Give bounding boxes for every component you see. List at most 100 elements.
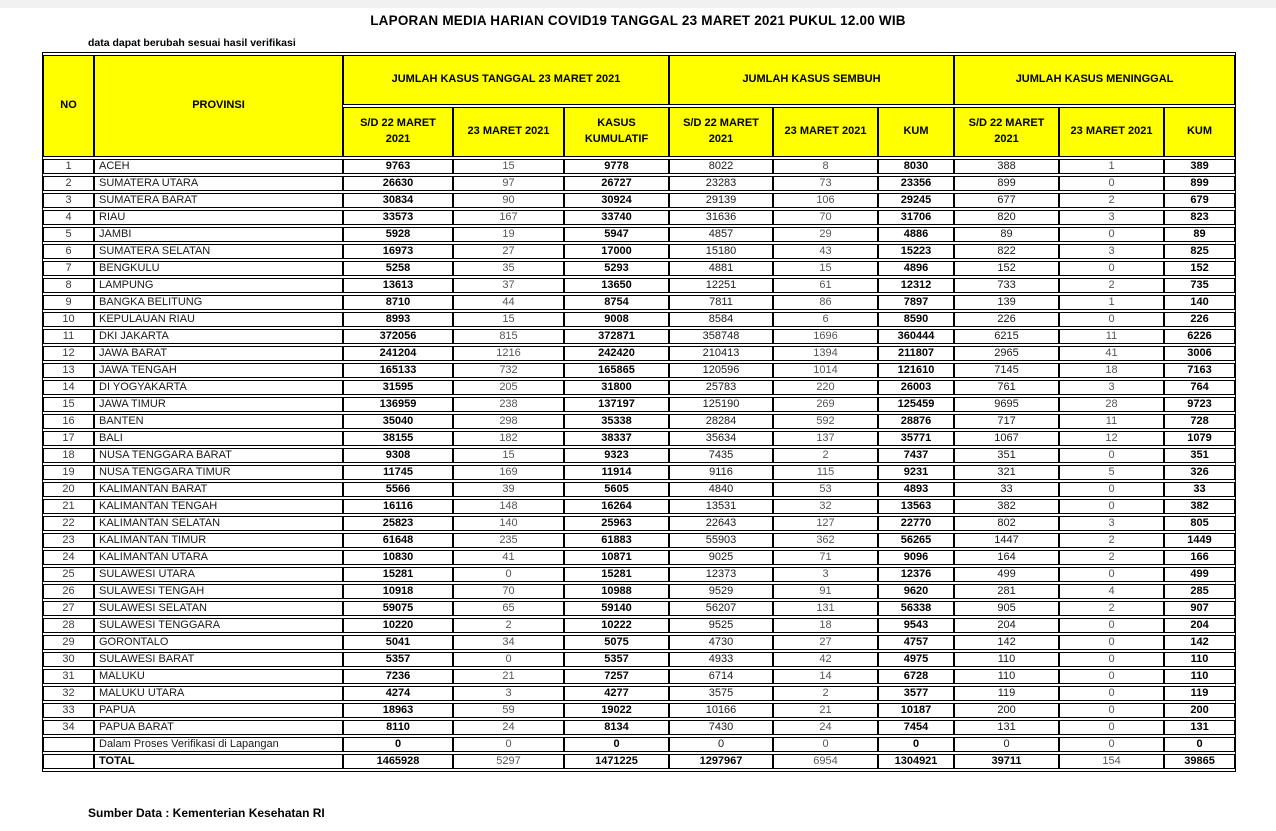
cell-meninggal-kum: 110 [1164, 669, 1236, 684]
cell-sembuh-sd: 22643 [669, 516, 773, 531]
cell-sembuh-sd: 8584 [669, 312, 773, 327]
cell-kasus-hari: 167 [453, 210, 564, 225]
cell-meninggal-kum: 285 [1164, 584, 1236, 599]
cell-meninggal-hari: 2 [1059, 601, 1165, 616]
cell-sembuh-hari: 131 [773, 601, 878, 616]
cell-provinsi: KALIMANTAN TENGAH [94, 499, 343, 514]
cell-meninggal-kum: 499 [1164, 567, 1236, 582]
cell-provinsi: PAPUA [94, 703, 343, 718]
cell-provinsi: SUMATERA UTARA [94, 176, 343, 191]
header-no: NO [43, 55, 94, 157]
cell-sembuh-sd: 28284 [669, 414, 773, 429]
cell-sembuh-hari: 27 [773, 635, 878, 650]
cell-meninggal-kum: 389 [1164, 159, 1236, 174]
cell-sembuh-hari: 2 [773, 686, 878, 701]
header-group-kasus: JUMLAH KASUS TANGGAL 23 MARET 2021 [343, 55, 669, 105]
cell-sembuh-kum: 15223 [878, 244, 955, 259]
cell-meninggal-hari: 0 [1059, 227, 1165, 242]
cell-meninggal-sd: 226 [954, 312, 1060, 327]
cell-kasus-kumulatif: 137197 [564, 397, 669, 412]
top-strip [0, 0, 1276, 8]
cell-kasus-sd: 26630 [343, 176, 453, 191]
cell-meninggal-sd: 677 [954, 193, 1060, 208]
cell-no: 10 [43, 312, 94, 327]
cell-meninggal-kum: 907 [1164, 601, 1236, 616]
header-meninggal-kum: KUM [1164, 107, 1236, 157]
cell-kasus-kumulatif: 35338 [564, 414, 669, 429]
table-row: 29 GORONTALO 5041 34 5075 4730 27 4757 142 0 142 [43, 635, 1236, 650]
cell-sembuh-sd: 55903 [669, 533, 773, 548]
cell-meninggal-sd: 204 [954, 618, 1060, 633]
cell-provinsi: BANTEN [94, 414, 343, 429]
cell-no: 23 [43, 533, 94, 548]
cell-sembuh-hari: 137 [773, 431, 878, 446]
cell-sembuh-kum: 8030 [878, 159, 955, 174]
cell-sembuh-hari: 269 [773, 397, 878, 412]
cell-no: 31 [43, 669, 94, 684]
cell-kasus-kumulatif: 13650 [564, 278, 669, 293]
cell-meninggal-kum: 226 [1164, 312, 1236, 327]
cell-sembuh-sd: 7430 [669, 720, 773, 735]
cell-provinsi: NUSA TENGGARA TIMUR [94, 465, 343, 480]
cell-sembuh-hari: 18 [773, 618, 878, 633]
cell-sembuh-sd: 125190 [669, 397, 773, 412]
cell-meninggal-sd: 1447 [954, 533, 1060, 548]
cell-sembuh-sd: 12373 [669, 567, 773, 582]
cell-kasus-sd: 33573 [343, 210, 453, 225]
cell-sembuh-kum: 26003 [878, 380, 955, 395]
cell-meninggal-sd: 9695 [954, 397, 1060, 412]
cell-meninggal-sd: 820 [954, 210, 1060, 225]
cell-no: 7 [43, 261, 94, 276]
cell-meninggal-sd: 131 [954, 720, 1060, 735]
cell-provinsi: SUMATERA BARAT [94, 193, 343, 208]
verification-row: Dalam Proses Verifikasi di Lapangan 0 0 0 0 0… [43, 737, 1236, 752]
cell-sembuh-hari: 91 [773, 584, 878, 599]
cell-kasus-hari: 90 [453, 193, 564, 208]
cell-kasus-kumulatif: 0 [564, 737, 669, 752]
covid-report-table: NO PROVINSI JUMLAH KASUS TANGGAL 23 MARE… [42, 52, 1237, 772]
cell-meninggal-hari: 3 [1059, 210, 1165, 225]
cell-sembuh-kum: 4886 [878, 227, 955, 242]
cell-meninggal-sd: 905 [954, 601, 1060, 616]
cell-sembuh-sd: 358748 [669, 329, 773, 344]
cell-sembuh-kum: 23356 [878, 176, 955, 191]
cell-sembuh-hari: 1014 [773, 363, 878, 378]
table-row: 11 DKI JAKARTA 372056 815 372871 358748 1696 36… [43, 329, 1236, 344]
data-source: Sumber Data : Kementerian Kesehatan RI [88, 806, 325, 820]
cell-provinsi: LAMPUNG [94, 278, 343, 293]
cell-no: 12 [43, 346, 94, 361]
cell-kasus-hari: 140 [453, 516, 564, 531]
cell-provinsi: DI YOGYAKARTA [94, 380, 343, 395]
cell-sembuh-sd: 1297967 [669, 754, 773, 769]
cell-provinsi: KALIMANTAN BARAT [94, 482, 343, 497]
cell-kasus-kumulatif: 11914 [564, 465, 669, 480]
cell-meninggal-hari: 28 [1059, 397, 1165, 412]
cell-no: 27 [43, 601, 94, 616]
cell-kasus-sd: 9308 [343, 448, 453, 463]
cell-kasus-kumulatif: 7257 [564, 669, 669, 684]
cell-meninggal-hari: 0 [1059, 312, 1165, 327]
cell-sembuh-sd: 6714 [669, 669, 773, 684]
cell-meninggal-kum: 1449 [1164, 533, 1236, 548]
cell-no: 3 [43, 193, 94, 208]
cell-sembuh-kum: 0 [878, 737, 955, 752]
cell-sembuh-hari: 0 [773, 737, 878, 752]
cell-kasus-hari: 35 [453, 261, 564, 276]
cell-meninggal-kum: 152 [1164, 261, 1236, 276]
cell-kasus-hari: 298 [453, 414, 564, 429]
cell-no: 22 [43, 516, 94, 531]
cell-meninggal-sd: 164 [954, 550, 1060, 565]
cell-meninggal-sd: 899 [954, 176, 1060, 191]
table-row: 18 NUSA TENGGARA BARAT 9308 15 9323 7435 2 7437… [43, 448, 1236, 463]
cell-kasus-sd: 16116 [343, 499, 453, 514]
cell-meninggal-kum: 823 [1164, 210, 1236, 225]
cell-sembuh-hari: 127 [773, 516, 878, 531]
cell-meninggal-kum: 326 [1164, 465, 1236, 480]
cell-kasus-sd: 1465928 [343, 754, 453, 769]
cell-sembuh-sd: 3575 [669, 686, 773, 701]
cell-kasus-kumulatif: 10222 [564, 618, 669, 633]
header-sembuh-kum: KUM [878, 107, 955, 157]
cell-kasus-sd: 8993 [343, 312, 453, 327]
cell-kasus-hari: 732 [453, 363, 564, 378]
cell-kasus-kumulatif: 9323 [564, 448, 669, 463]
